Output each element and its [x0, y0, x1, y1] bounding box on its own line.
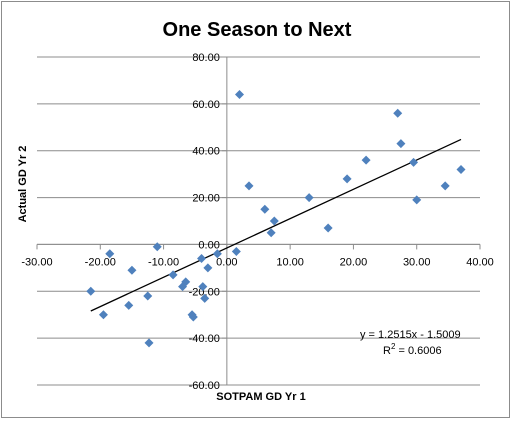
data-points	[86, 89, 466, 348]
data-point	[342, 174, 352, 184]
tick-labels: -30.00 -20.00 -10.00 0.00 10.00 20.00 30.00 40.…	[21, 52, 493, 392]
x-tick-label: -30.00	[21, 256, 52, 268]
y-tick-label: 80.00	[192, 52, 220, 64]
r-squared-superscript: 2	[391, 342, 396, 351]
data-point	[231, 246, 241, 256]
data-point	[456, 164, 466, 174]
y-tick-label: -60.00	[189, 380, 220, 392]
trendline-layer	[90, 138, 462, 312]
data-point	[152, 242, 162, 252]
y-axis-title: Actual GD Yr 2	[17, 146, 29, 223]
x-tick-label: 20.00	[340, 256, 368, 268]
data-point	[124, 300, 134, 310]
data-point	[198, 282, 208, 292]
data-point	[98, 310, 108, 320]
data-point	[244, 181, 254, 191]
r-squared-label: R2 = 0.6006	[383, 342, 442, 357]
data-point	[144, 338, 154, 348]
x-axis-title: SOTPAM GD Yr 1	[216, 391, 305, 403]
chart-title: One Season to Next	[163, 19, 352, 41]
data-point	[203, 263, 213, 273]
data-point	[393, 108, 403, 118]
trendline	[90, 138, 462, 312]
data-point	[212, 249, 222, 259]
data-point	[304, 193, 314, 203]
data-point	[188, 312, 198, 322]
data-point	[86, 286, 96, 296]
data-point	[200, 293, 210, 303]
data-point	[323, 223, 333, 233]
x-tick-label: -20.00	[85, 256, 116, 268]
data-point	[396, 139, 406, 149]
data-point	[361, 155, 371, 165]
y-tick-label: 40.00	[192, 146, 220, 158]
data-point	[143, 291, 153, 301]
y-tick-label: -40.00	[189, 333, 220, 345]
data-point	[412, 195, 422, 205]
data-point	[269, 216, 279, 226]
y-tick-label: 0.00	[198, 239, 219, 251]
x-tick-label: 0.00	[216, 256, 237, 268]
y-tick-label: -20.00	[189, 286, 220, 298]
x-tick-label: 30.00	[403, 256, 431, 268]
data-point	[440, 181, 450, 191]
trendline-equation: y = 1.2515x - 1.5009	[360, 329, 461, 341]
x-tick-label: -10.00	[148, 256, 179, 268]
data-point	[168, 270, 178, 280]
data-point	[105, 249, 115, 259]
r-squared-value: = 0.6006	[395, 345, 441, 357]
data-point	[266, 228, 276, 238]
y-tick-label: 60.00	[192, 99, 220, 111]
data-point	[235, 89, 245, 99]
x-tick-label: 10.00	[276, 256, 304, 268]
data-point	[197, 253, 207, 263]
data-point	[260, 204, 270, 214]
r-squared-prefix: R	[383, 345, 391, 357]
x-tick-label: 40.00	[466, 256, 494, 268]
data-point	[181, 277, 191, 287]
data-point	[409, 157, 419, 167]
data-point	[127, 265, 137, 275]
y-tick-label: 20.00	[192, 193, 220, 205]
